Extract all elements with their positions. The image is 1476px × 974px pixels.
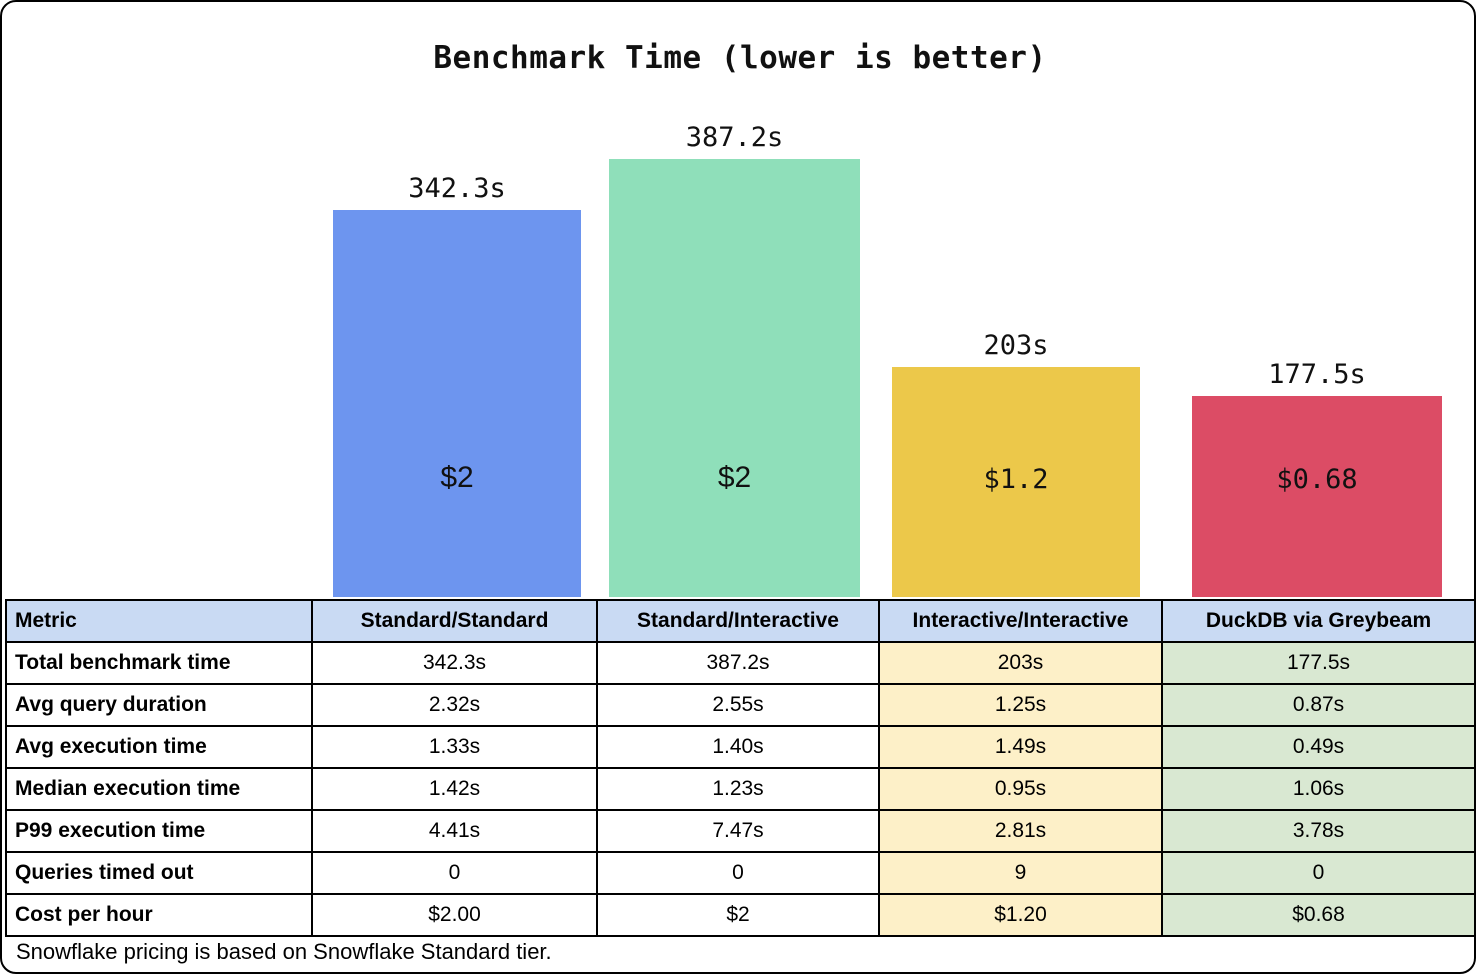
bar-time-label: 203s (983, 330, 1049, 361)
value-cell: 2.81s (878, 809, 1163, 853)
bar-group-duckdb-greybeam: 177.5s $0.68 (1192, 359, 1442, 597)
value-cell: $1.20 (878, 893, 1163, 937)
metric-cell: Queries timed out (5, 851, 313, 895)
table-row: Median execution time 1.42s 1.23s 0.95s … (5, 767, 1474, 811)
bar-time-label: 177.5s (1268, 359, 1366, 390)
value-cell: 1.33s (311, 725, 598, 769)
value-cell: 3.78s (1161, 809, 1474, 853)
metric-cell: Cost per hour (5, 893, 313, 937)
metric-cell: Avg query duration (5, 683, 313, 727)
header-standard-standard: Standard/Standard (311, 599, 598, 643)
chart-title: Benchmark Time (lower is better) (433, 40, 1047, 76)
header-duckdb-greybeam: DuckDB via Greybeam (1161, 599, 1474, 643)
table-row: Avg query duration 2.32s 2.55s 1.25s 0.8… (5, 683, 1474, 727)
value-cell: 1.49s (878, 725, 1163, 769)
value-cell: $0.68 (1161, 893, 1474, 937)
value-cell: 1.23s (596, 767, 880, 811)
value-cell: 0 (311, 851, 598, 895)
metric-cell: Avg execution time (5, 725, 313, 769)
header-metric: Metric (5, 599, 313, 643)
value-cell: 0.87s (1161, 683, 1474, 727)
bar-standard-standard: $2 (333, 210, 581, 597)
value-cell: 0 (1161, 851, 1474, 895)
value-cell: 0.95s (878, 767, 1163, 811)
bar-duckdb-greybeam: $0.68 (1192, 396, 1442, 597)
table-row: Cost per hour $2.00 $2 $1.20 $0.68 (5, 893, 1474, 937)
value-cell: 387.2s (596, 641, 880, 685)
value-cell: 1.42s (311, 767, 598, 811)
table-row: Avg execution time 1.33s 1.40s 1.49s 0.4… (5, 725, 1474, 769)
bar-standard-interactive: $2 (609, 159, 860, 597)
value-cell: $2 (596, 893, 880, 937)
value-cell: 0 (596, 851, 880, 895)
bar-time-label: 342.3s (408, 173, 506, 204)
value-cell: 0.49s (1161, 725, 1474, 769)
value-cell: 4.41s (311, 809, 598, 853)
value-cell: 9 (878, 851, 1163, 895)
value-cell: 2.32s (311, 683, 598, 727)
value-cell: 342.3s (311, 641, 598, 685)
bar-group-standard-interactive: 387.2s $2 (609, 122, 860, 597)
header-interactive-interactive: Interactive/Interactive (878, 599, 1163, 643)
bar-group-interactive-interactive: 203s $1.2 (892, 330, 1140, 597)
metric-cell: Total benchmark time (5, 641, 313, 685)
value-cell: 1.06s (1161, 767, 1474, 811)
table-row: Total benchmark time 342.3s 387.2s 203s … (5, 641, 1474, 685)
table-row: P99 execution time 4.41s 7.47s 2.81s 3.7… (5, 809, 1474, 853)
value-cell: 2.55s (596, 683, 880, 727)
bar-interactive-interactive: $1.2 (892, 367, 1140, 597)
bar-cost-label: $2 (717, 461, 752, 494)
table-row: Queries timed out 0 0 9 0 (5, 851, 1474, 895)
value-cell: 1.25s (878, 683, 1163, 727)
bar-chart: Benchmark Time (lower is better) 342.3s … (2, 2, 1474, 599)
metric-cell: Median execution time (5, 767, 313, 811)
benchmark-table: Metric Standard/Standard Standard/Intera… (5, 599, 1474, 937)
value-cell: 7.47s (596, 809, 880, 853)
value-cell: $2.00 (311, 893, 598, 937)
bar-group-standard-standard: 342.3s $2 (333, 173, 581, 597)
bar-cost-label: $0.68 (1276, 464, 1358, 495)
footnote: Snowflake pricing is based on Snowflake … (16, 939, 552, 964)
value-cell: 177.5s (1161, 641, 1474, 685)
header-standard-interactive: Standard/Interactive (596, 599, 880, 643)
bar-cost-label: $2 (440, 461, 474, 494)
bar-cost-label: $1.2 (983, 464, 1049, 495)
metric-cell: P99 execution time (5, 809, 313, 853)
value-cell: 203s (878, 641, 1163, 685)
table-header-row: Metric Standard/Standard Standard/Intera… (5, 599, 1474, 643)
value-cell: 1.40s (596, 725, 880, 769)
bar-time-label: 387.2s (685, 122, 784, 153)
